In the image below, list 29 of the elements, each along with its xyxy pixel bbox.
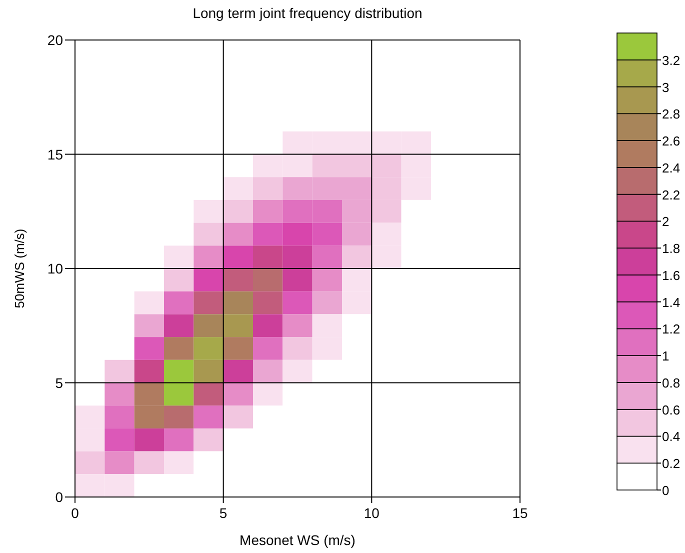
color-bar-label: 1.4 [662, 294, 680, 310]
y-tick-label: 15 [47, 146, 64, 162]
color-bar-label: 2.8 [662, 106, 680, 122]
x-tick-label: 5 [219, 505, 228, 521]
color-bar-label: 2.4 [662, 160, 680, 176]
color-bar-label: 1.2 [662, 322, 680, 337]
color-bar-label: 0.4 [662, 429, 680, 444]
color-bar-label: 0.2 [662, 456, 680, 472]
color-bar-label: 1 [662, 348, 670, 364]
color-bar-label: 3 [662, 80, 670, 95]
color-bar-label: 2 [662, 214, 670, 230]
y-tick-label: 0 [55, 489, 64, 505]
color-bar-label: 0.8 [662, 375, 680, 390]
color-bar-label: 1.8 [662, 241, 680, 256]
color-bar-label: 3.2 [662, 52, 680, 68]
y-axis-title: 50mWS (m/s) [12, 228, 27, 308]
x-tick-label: 10 [364, 505, 380, 521]
x-axis-title: Mesonet WS (m/s) [240, 532, 356, 548]
color-bar-label: 1.6 [662, 268, 680, 283]
color-bar-label: 0.6 [662, 402, 680, 418]
color-bar-label: 2.6 [662, 134, 680, 149]
chart-title: Long term joint frequency distribution [192, 5, 422, 21]
y-tick-label: 5 [55, 374, 64, 391]
y-tick-label: 20 [47, 32, 64, 48]
x-tick-label: 15 [512, 505, 528, 521]
color-bar-label: 2.2 [662, 187, 680, 202]
color-bar-label: 0 [662, 483, 670, 498]
y-tick-label: 10 [47, 260, 64, 276]
x-tick-label: 0 [71, 505, 80, 521]
